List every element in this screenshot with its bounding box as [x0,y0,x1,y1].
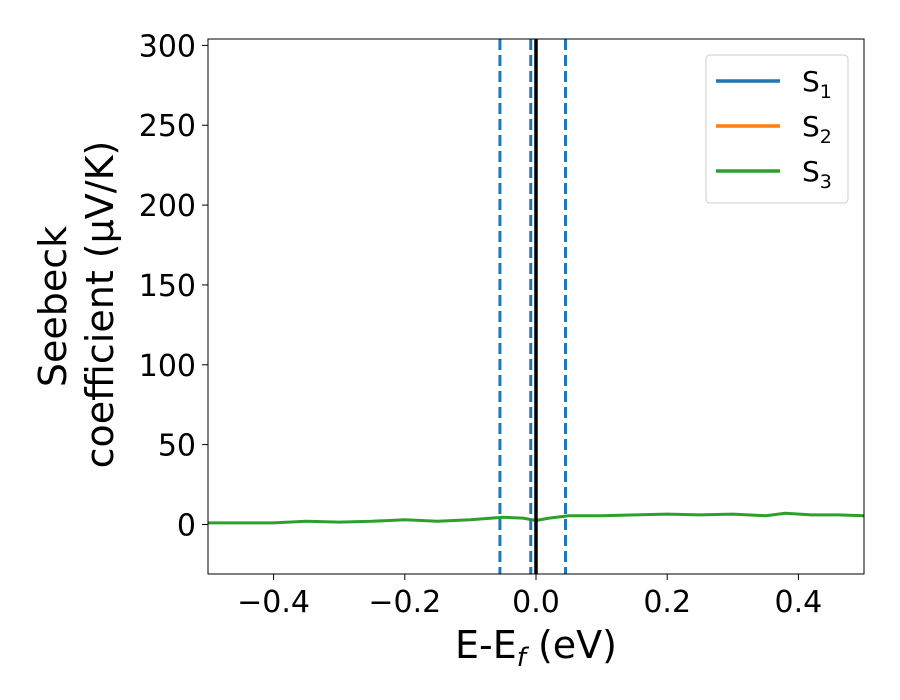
legend-label: S1 [802,65,832,103]
y-axis-label-line1: Seebeck [31,226,75,387]
y-axis-ticks: 0 50 100 150 200 250 300 [139,29,208,543]
legend: S1 S2 S3 [705,54,849,204]
x-tick-label: 0.4 [775,585,823,620]
x-axis-ticks: −0.4 −0.2 0.0 0.2 0.4 [237,574,822,620]
y-tick-label: 300 [139,29,196,64]
x-tick-label: −0.2 [368,585,441,620]
legend-label: S3 [802,155,832,193]
x-axis-label: E-Ef (eV) [455,623,617,673]
legend-box [705,54,849,204]
legend-label: S2 [802,110,832,148]
y-tick-label: 50 [158,429,196,464]
y-tick-label: 150 [139,269,196,304]
x-tick-label: 0.2 [643,585,691,620]
y-tick-label: 250 [139,109,196,144]
y-tick-label: 200 [139,189,196,224]
x-tick-label: 0.0 [512,585,560,620]
y-axis-label-line2: coefficient (μV/K) [78,141,122,469]
y-tick-label: 100 [139,349,196,384]
y-axis-label: Seebeck coefficient (μV/K) [31,141,122,469]
series-line-s3 [208,511,864,525]
plot-area [208,39,864,574]
x-tick-label: −0.4 [237,585,310,620]
y-tick-label: 0 [177,508,196,543]
